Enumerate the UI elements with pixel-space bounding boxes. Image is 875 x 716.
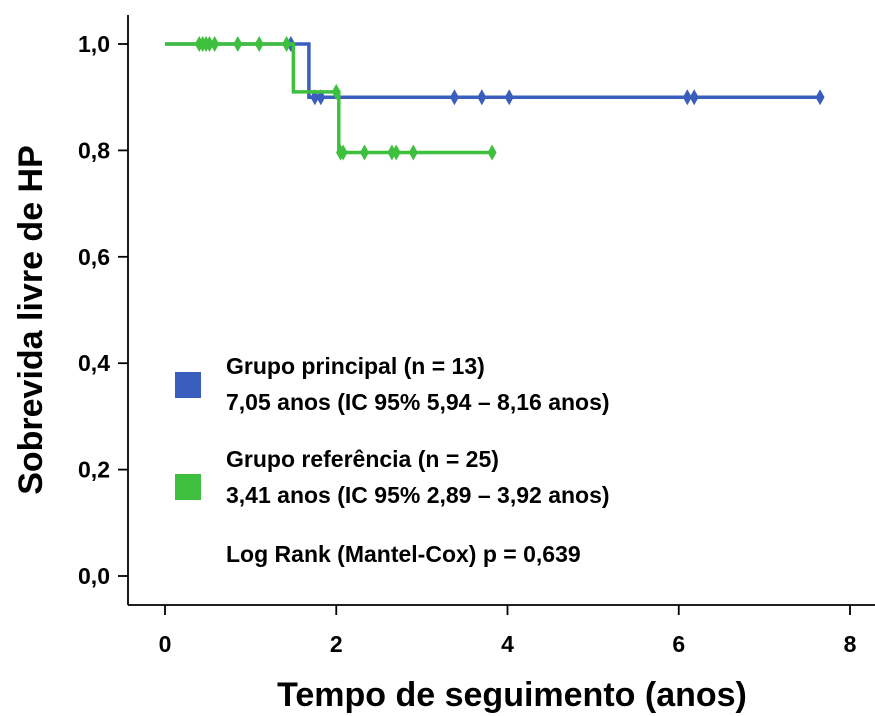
- censor-mark: [682, 89, 692, 106]
- series-layer: [165, 36, 825, 161]
- censor-mark: [360, 144, 370, 161]
- censor-mark: [408, 144, 418, 161]
- censor-mark: [689, 89, 699, 106]
- legend: Grupo principal (n = 13) 7,05 anos (IC 9…: [175, 353, 610, 567]
- censor-mark: [233, 36, 243, 52]
- y-tick-label: 0,6: [78, 244, 110, 270]
- y-axis-title: Sobrevida livre de HP: [12, 145, 50, 495]
- censor-mark: [254, 36, 264, 52]
- y-tick-label: 0,4: [78, 350, 110, 376]
- y-tick-label: 0,0: [78, 563, 110, 589]
- censor-mark: [282, 36, 292, 52]
- censor-mark: [449, 89, 459, 106]
- y-tick-label: 1,0: [78, 31, 110, 57]
- censor-mark: [391, 144, 401, 161]
- legend-summary-grupo-principal: 7,05 anos (IC 95% 5,94 – 8,16 anos): [226, 389, 610, 415]
- legend-swatch-grupo-principal: [175, 372, 201, 398]
- y-axis-ticks: 0,0 0,2 0,4 0,6 0,8 1,0: [78, 31, 128, 589]
- log-rank-annotation: Log Rank (Mantel-Cox) p = 0,639: [226, 541, 581, 567]
- censor-mark: [504, 89, 514, 106]
- x-axis-title: Tempo de seguimento (anos): [277, 676, 747, 714]
- censor-mark: [815, 89, 825, 106]
- x-axis-ticks: 0 2 4 6 8: [159, 605, 857, 657]
- x-tick-label: 0: [159, 631, 172, 657]
- series-1: [165, 36, 497, 161]
- legend-label-grupo-referencia: Grupo referência (n = 25): [226, 446, 499, 472]
- censor-mark: [338, 144, 348, 161]
- censor-mark: [331, 83, 341, 100]
- y-tick-label: 0,2: [78, 457, 110, 483]
- censor-mark: [205, 36, 215, 52]
- x-tick-label: 2: [330, 631, 343, 657]
- censor-mark: [487, 144, 497, 161]
- legend-summary-grupo-referencia: 3,41 anos (IC 95% 2,89 – 3,92 anos): [226, 482, 610, 508]
- x-tick-label: 4: [501, 631, 514, 657]
- y-tick-label: 0,8: [78, 137, 110, 163]
- x-tick-label: 6: [672, 631, 685, 657]
- legend-swatch-grupo-referencia: [175, 474, 201, 500]
- x-tick-label: 8: [844, 631, 857, 657]
- legend-label-grupo-principal: Grupo principal (n = 13): [226, 353, 485, 379]
- censor-mark: [210, 36, 220, 52]
- censor-mark: [477, 89, 487, 106]
- plot-area: [128, 15, 875, 605]
